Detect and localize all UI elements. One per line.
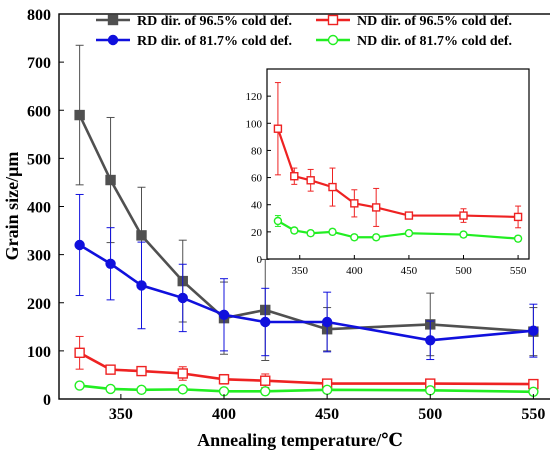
data-point <box>306 229 315 238</box>
legend-marker <box>327 34 339 46</box>
data-point <box>74 380 85 391</box>
data-point <box>105 383 116 395</box>
data-point <box>371 203 381 212</box>
x-tick-label: 500 <box>455 265 472 277</box>
x-tick-label: 550 <box>521 406 545 423</box>
series-line <box>79 384 534 394</box>
data-point <box>74 347 85 358</box>
data-point <box>321 316 333 328</box>
data-point <box>218 374 230 385</box>
data-point <box>260 386 271 397</box>
series-line <box>79 351 534 386</box>
x-tick-label: 450 <box>401 265 418 277</box>
legend-label: ND dir. of 81.7% cold def. <box>357 34 512 49</box>
legend-marker <box>327 14 339 26</box>
data-point <box>260 316 271 328</box>
main-plot-series-4 <box>74 380 539 397</box>
x-tick-label: 350 <box>292 265 309 277</box>
x-tick-label: 450 <box>315 406 339 423</box>
data-point <box>273 216 283 226</box>
x-tick-label: 400 <box>346 265 363 277</box>
data-point <box>425 385 436 396</box>
data-point <box>105 364 116 375</box>
y-tick-label: 100 <box>27 344 51 361</box>
data-point <box>74 109 85 121</box>
data-point <box>177 292 188 304</box>
data-point <box>177 384 188 395</box>
legend-marker <box>107 34 119 46</box>
y-tick-label: 600 <box>27 103 51 120</box>
y-tick-label: 80 <box>251 145 263 157</box>
legend: RD dir. of 96.5% cold def. ND dir. of 96.… <box>96 14 512 49</box>
data-point <box>513 234 523 243</box>
inset-plot-series-1 <box>273 82 523 229</box>
data-point <box>290 172 299 181</box>
inset-plot-background <box>267 69 529 259</box>
y-tick-label: 700 <box>27 55 51 72</box>
data-point <box>328 227 337 237</box>
x-tick-label: 400 <box>212 406 236 423</box>
y-tick-label: 800 <box>27 7 51 24</box>
data-point <box>371 233 381 242</box>
data-point <box>404 211 414 220</box>
legend-label: ND dir. of 96.5% cold def. <box>357 14 512 29</box>
data-point <box>74 239 85 251</box>
inset-plot-frame <box>266 68 530 260</box>
x-tick-label: 500 <box>418 406 442 423</box>
x-tick-label: 550 <box>510 265 527 277</box>
data-point <box>404 229 414 238</box>
y-tick-label: 0 <box>43 392 51 409</box>
main-plot-series-2 <box>74 335 539 390</box>
y-axis-label: Grain size/μm <box>2 152 22 261</box>
data-point <box>328 182 337 192</box>
data-point <box>290 226 299 235</box>
data-point <box>459 211 468 220</box>
inset-plot: 350 400 450 500 550 0 20 40 60 80 100 120 <box>246 68 530 277</box>
legend-item-2: ND dir. of 96.5% cold def. <box>316 14 512 29</box>
data-point <box>273 124 283 133</box>
data-point <box>136 365 147 377</box>
data-point <box>177 368 188 379</box>
data-point <box>136 384 147 396</box>
data-point <box>425 335 436 346</box>
data-point <box>136 280 147 291</box>
legend-label: RD dir. of 96.5% cold def. <box>137 14 292 29</box>
data-point <box>218 309 230 320</box>
data-point <box>321 384 333 396</box>
data-point <box>350 199 359 208</box>
data-point <box>105 258 116 269</box>
y-tick-label: 0 <box>257 254 263 266</box>
x-tick-label: 350 <box>109 406 133 423</box>
y-tick-label: 400 <box>27 200 51 217</box>
y-tick-label: 120 <box>246 91 263 103</box>
y-tick-label: 500 <box>27 151 51 168</box>
data-point <box>528 325 539 336</box>
y-tick-label: 40 <box>251 200 263 212</box>
legend-item-1: RD dir. of 96.5% cold def. <box>96 14 292 29</box>
data-point <box>513 212 523 222</box>
data-point <box>136 230 147 241</box>
legend-label: RD dir. of 81.7% cold def. <box>137 34 292 49</box>
inset-plot-series-2 <box>273 215 523 243</box>
legend-marker <box>107 14 119 26</box>
y-tick-label: 300 <box>27 248 51 265</box>
y-tick-label: 100 <box>246 118 263 130</box>
y-tick-label: 20 <box>251 227 263 239</box>
y-tick-label: 60 <box>251 173 263 185</box>
data-point <box>260 375 271 386</box>
x-axis-label: Annealing temperature/℃ <box>197 430 403 450</box>
data-point <box>105 174 116 186</box>
data-point <box>459 230 468 239</box>
legend-item-4: ND dir. of 81.7% cold def. <box>316 34 512 49</box>
data-point <box>350 233 359 242</box>
data-point <box>306 176 315 185</box>
y-tick-label: 200 <box>27 296 51 313</box>
legend-item-3: RD dir. of 81.7% cold def. <box>96 34 292 49</box>
main-plot-series-3 <box>74 193 539 361</box>
